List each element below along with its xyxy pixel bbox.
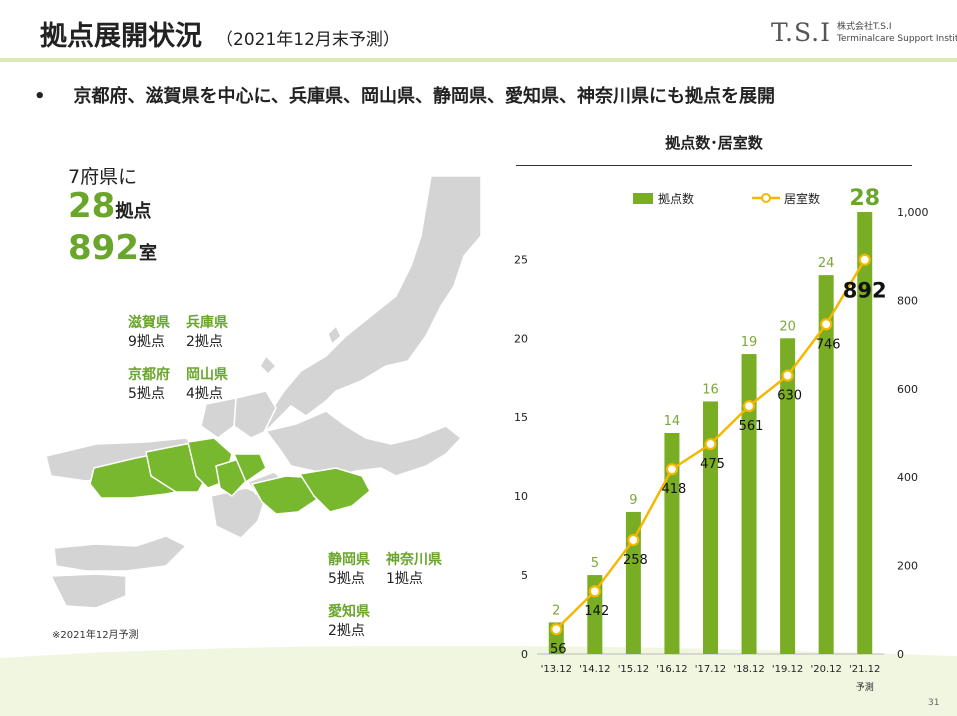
footer-wave — [0, 646, 957, 716]
logo-english: Terminalcare Support Institute — [837, 33, 957, 44]
legend-bar-swatch — [633, 193, 653, 204]
page-number: 31 — [928, 698, 940, 708]
chart-title: 拠点数･居室数 — [665, 134, 763, 152]
chart-title-rule — [516, 165, 912, 166]
header-rule — [0, 58, 957, 62]
y-right-tick-label: 600 — [897, 383, 918, 396]
bar-data-label: 20 — [779, 319, 796, 334]
bar-data-label: 2 — [552, 603, 560, 618]
line-point — [588, 585, 601, 598]
bar-data-label: 19 — [741, 335, 758, 350]
line-data-label: 475 — [700, 457, 725, 472]
x-tick-label: '17.12 — [695, 664, 726, 675]
pref-aichi: 愛知県 2拠点 — [328, 604, 370, 639]
page-title: 拠点展開状況 （2021年12月末予測） — [40, 21, 400, 52]
y-right-tick-label: 200 — [897, 560, 918, 573]
summary-lead: 7府県に — [68, 166, 138, 188]
pref-shizuoka: 静岡県 5拠点 — [328, 552, 370, 587]
line-point — [742, 399, 756, 413]
summary-bases: 28拠点 — [68, 186, 151, 226]
y-right-tick-label: 0 — [897, 648, 904, 661]
bar — [741, 354, 757, 654]
y-left-tick-label: 10 — [514, 490, 528, 503]
logo-company: 株式会社T.S.I — [837, 21, 892, 32]
japan-map — [45, 176, 481, 609]
x-tick-note: 予測 — [856, 681, 874, 693]
bar — [664, 433, 680, 654]
y-right-tick-label: 800 — [897, 294, 918, 307]
line-data-label: 418 — [662, 482, 687, 497]
x-tick-label: '13.12 — [541, 664, 572, 675]
summary-bases-number: 28 — [68, 186, 116, 226]
bar-data-label: 14 — [664, 414, 681, 429]
bar — [780, 338, 796, 654]
summary-bases-unit: 拠点 — [115, 201, 152, 222]
legend-line-label: 居室数 — [784, 191, 820, 206]
bar-data-label: 9 — [629, 493, 637, 508]
y-left-tick-label: 5 — [521, 569, 528, 582]
x-tick-label: '18.12 — [733, 664, 764, 675]
legend-bar-label: 拠点数 — [658, 191, 694, 206]
x-tick-label: '20.12 — [810, 664, 841, 675]
bullet-dot-icon: • — [34, 86, 46, 107]
bar-data-label: 16 — [702, 382, 719, 397]
pref-kanagawa: 神奈川県 1拠点 — [386, 552, 442, 587]
line-point — [627, 533, 640, 547]
y-left-tick-label: 25 — [514, 253, 528, 266]
legend-line-marker — [761, 193, 771, 203]
bar — [703, 401, 718, 654]
pref-hyogo: 兵庫県 2拠点 — [186, 315, 228, 350]
bar — [625, 511, 641, 654]
line-data-label: 142 — [584, 604, 609, 619]
bar — [818, 275, 834, 654]
logo-mark: T.S.I — [771, 18, 832, 47]
line-point — [781, 369, 794, 382]
summary-rooms-number: 892 — [68, 228, 139, 268]
line-data-label: 258 — [623, 553, 648, 568]
page-subtitle: （2021年12月末予測） — [216, 30, 400, 50]
line-point — [858, 253, 871, 266]
line-data-label: 56 — [550, 642, 567, 657]
line-data-label: 630 — [777, 389, 802, 404]
x-tick-label: '16.12 — [656, 664, 687, 675]
line-point — [704, 437, 717, 451]
y-left-tick-label: 0 — [521, 648, 528, 661]
bar — [857, 212, 873, 654]
bar-data-label: 5 — [591, 556, 599, 571]
footnote: ※2021年12月予測 — [52, 630, 139, 641]
line-point — [665, 463, 679, 476]
x-tick-label: '21.12 — [849, 664, 880, 675]
line-data-label: 746 — [816, 337, 841, 352]
chart-legend: 拠点数 居室数 — [633, 191, 820, 206]
pref-okayama: 岡山県 4拠点 — [186, 367, 228, 402]
y-right-tick-label: 1,000 — [897, 206, 929, 219]
pref-shiga: 滋賀県 9拠点 — [128, 315, 170, 350]
map-gray-regions — [45, 176, 481, 609]
company-logo: T.S.I 株式会社T.S.I Terminalcare Support Ins… — [771, 18, 957, 47]
x-tick-label: '19.12 — [772, 664, 803, 675]
y-left-tick-label: 20 — [514, 332, 528, 345]
bar-data-label: 24 — [818, 256, 835, 271]
chart-bars: 2 5 9 14 16 19 20 24 28 — [548, 186, 880, 654]
summary-rooms: 892室 — [68, 228, 157, 268]
y-left-tick-label: 15 — [514, 411, 528, 424]
y-right-tick-label: 400 — [897, 471, 918, 484]
line-data-label: 561 — [739, 419, 764, 434]
pref-kyoto: 京都府 5拠点 — [128, 367, 170, 402]
bullet-point: • 京都府、滋賀県を中心に、兵庫県、岡山県、静岡県、愛知県、神奈川県にも拠点を展開 — [34, 82, 775, 108]
chart-axes: 051015202502004006008001,000'13.12'14.12… — [514, 206, 929, 693]
line-data-label: 892 — [843, 279, 887, 303]
x-tick-label: '14.12 — [579, 664, 610, 675]
map-green-regions — [89, 437, 371, 515]
bar-data-label: 28 — [849, 186, 880, 211]
line-point — [550, 623, 563, 636]
summary-rooms-unit: 室 — [138, 243, 157, 264]
bullet-text: 京都府、滋賀県を中心に、兵庫県、岡山県、静岡県、愛知県、神奈川県にも拠点を展開 — [73, 86, 775, 107]
line-point — [820, 318, 833, 331]
x-tick-label: '15.12 — [618, 664, 649, 675]
